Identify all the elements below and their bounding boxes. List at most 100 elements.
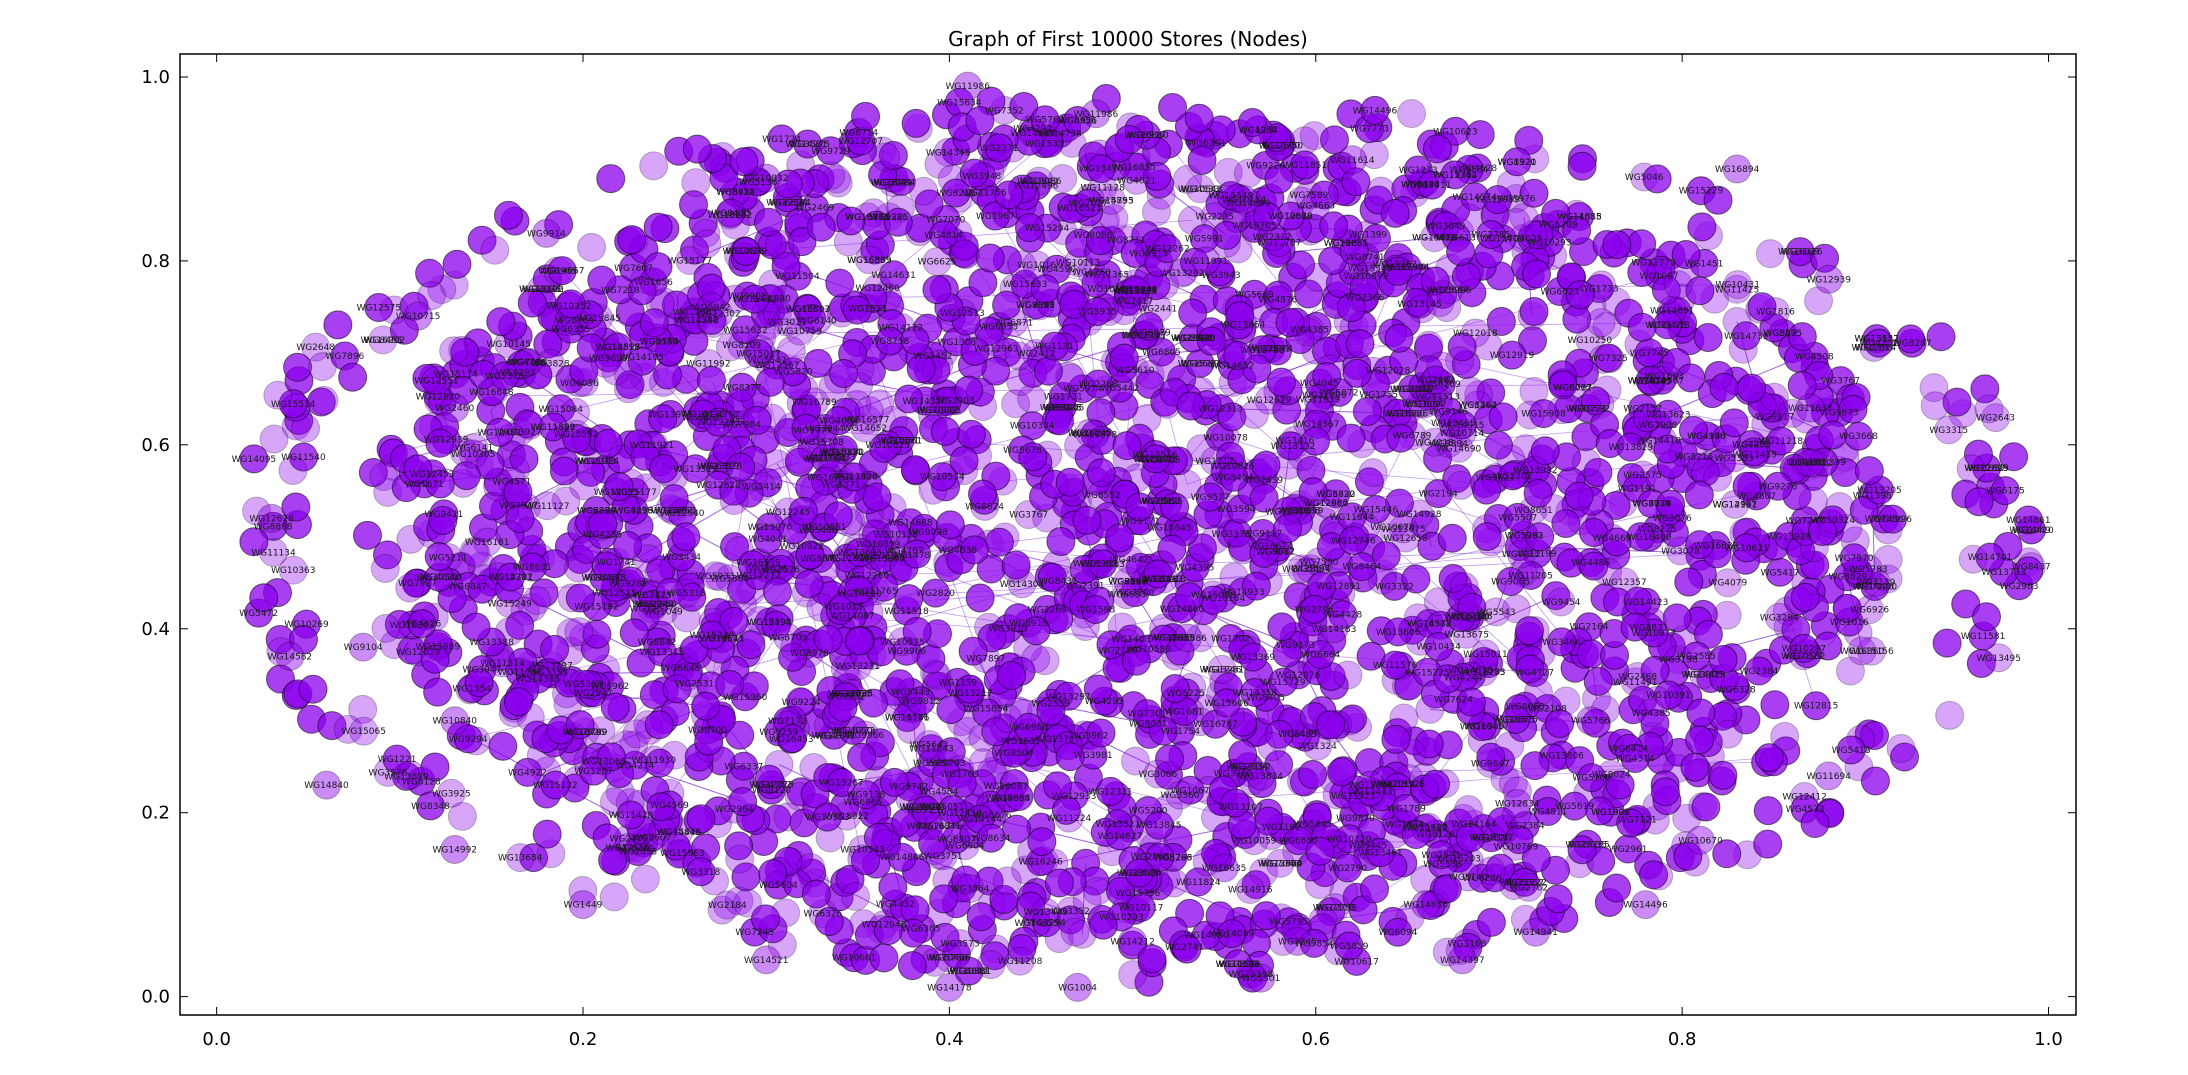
graph-node [1423,443,1453,473]
node-label: WG7607 [614,264,653,274]
node-label-named: WG11986 [1074,110,1119,120]
node-label-named: WG10840 [433,717,478,727]
graph-node [1583,666,1613,696]
graph-node [551,486,581,516]
node-label: WG15729 [1261,678,1306,688]
node-label: WG13388 [469,638,514,648]
node-label: WG14861 [2006,516,2051,526]
node-label-named: WG11614 [1330,156,1375,166]
node-label: WG14252 [674,316,719,326]
graph-node [644,710,674,740]
node-label: WG1967 [976,212,1015,222]
node-label: WG13929 [1767,532,1812,542]
node-label: WG8700 [688,726,727,736]
graph-node [249,583,279,613]
graph-node [503,687,533,717]
node-label: WG15125 [1139,497,1184,507]
node-label: WG14410 [1637,436,1682,446]
x-tick-label: 0.8 [1668,1029,1697,1050]
node-label: WG13449 [1023,908,1068,918]
graph-node [1798,486,1828,516]
graph-node [1055,467,1085,497]
node-label: WG2575 [1623,471,1662,481]
node-label: WG5795 [1269,918,1308,928]
graph-node [1572,447,1602,477]
node-label: WG11504 [775,272,820,282]
node-label-named: WG14886 [1403,901,1448,911]
graph-node [878,872,908,902]
graph-node [1753,829,1783,859]
node-label: WG10759 [778,327,823,337]
node-label: WG15249 [487,599,532,609]
node-label: WG7245 [735,928,774,938]
node-label: WG8464 [1458,401,1497,411]
node-label: WG8437 [2012,563,2051,573]
node-label: WG8651 [1514,506,1553,516]
graph-node [1027,827,1057,857]
graph-node [828,359,858,389]
node-label: WG5378 [485,372,524,382]
graph-node [1105,523,1135,553]
node-label: WG11815 [1557,213,1602,223]
node-label-named: WG14582 [268,652,313,662]
graph-node [1564,481,1594,511]
node-label: WG6175 [1986,487,2025,497]
node-label-named: WG10832 [744,174,789,184]
node-label: WG15294 [1025,224,1070,234]
node-label: WG11851 [1283,161,1328,171]
node-label: WG6414 [1609,744,1648,754]
graph-node [323,310,353,340]
graph-node [643,212,673,242]
node-label: WG5736 [929,953,968,963]
graph-node [1854,456,1884,486]
node-label: WG1087 [1640,272,1679,282]
graph-node [1680,752,1710,782]
node-label-named: WG14397 [1440,956,1485,966]
node-label: WG12513 [940,309,985,319]
node-label: WG4569 [650,801,689,811]
node-label: WG11824 [1176,878,1221,888]
node-label: WG10750 [1259,141,1304,151]
node-label: WG4638 [938,546,977,556]
node-label: WG7320 [1219,960,1258,970]
node-label-named: WG10305 [451,450,496,460]
node-label-named: WG14521 [744,956,789,966]
node-label: WG12707 [839,137,884,147]
node-label: WG13675 [1444,630,1489,640]
node-label: WG3322 [1375,582,1414,592]
node-label: WG2235 [1195,213,1234,223]
node-label: WG16900 [1460,723,1505,733]
node-label: WG10250 [1568,336,1613,346]
node-label: WG9226 [1246,161,1285,171]
graph-node [1021,644,1051,674]
node-label: WG8109 [722,341,761,351]
graph-node [1358,458,1388,488]
node-label: WG13675 [1381,525,1426,535]
node-label: WG3943 [1202,271,1241,281]
node-label: WG11514 [480,659,525,669]
graph-node [1674,567,1704,597]
node-label: WG9098 [909,528,948,538]
node-label-named: WG5363 [564,680,603,690]
node-label: WG12919 [1490,351,1535,361]
node-label: WG3169 [1781,248,1820,258]
node-label: WG8769 [555,317,594,327]
node-label: WG12245 [766,508,811,518]
node-label: WG7301 [1128,710,1167,720]
node-label: WG3925 [432,789,471,799]
node-label: WG12357 [1602,578,1647,588]
graph-node [1602,873,1632,903]
node-label: WG7172 [1416,376,1455,386]
node-label: WG3011 [768,318,807,328]
node-label: WG2194 [1419,490,1458,500]
node-label: WG13297 [1046,692,1091,702]
node-label: WG1308 [937,338,976,348]
graph-node [847,742,877,772]
node-label: WG6337 [724,762,763,772]
node-label: WG5678 [1003,446,1042,456]
node-label: WG12946 [862,921,907,931]
graph-node [1046,527,1076,557]
node-label-named: WG14178 [927,983,972,993]
node-label: WG5417 [1761,568,1800,578]
node-label: WG16572 [1407,619,1452,629]
